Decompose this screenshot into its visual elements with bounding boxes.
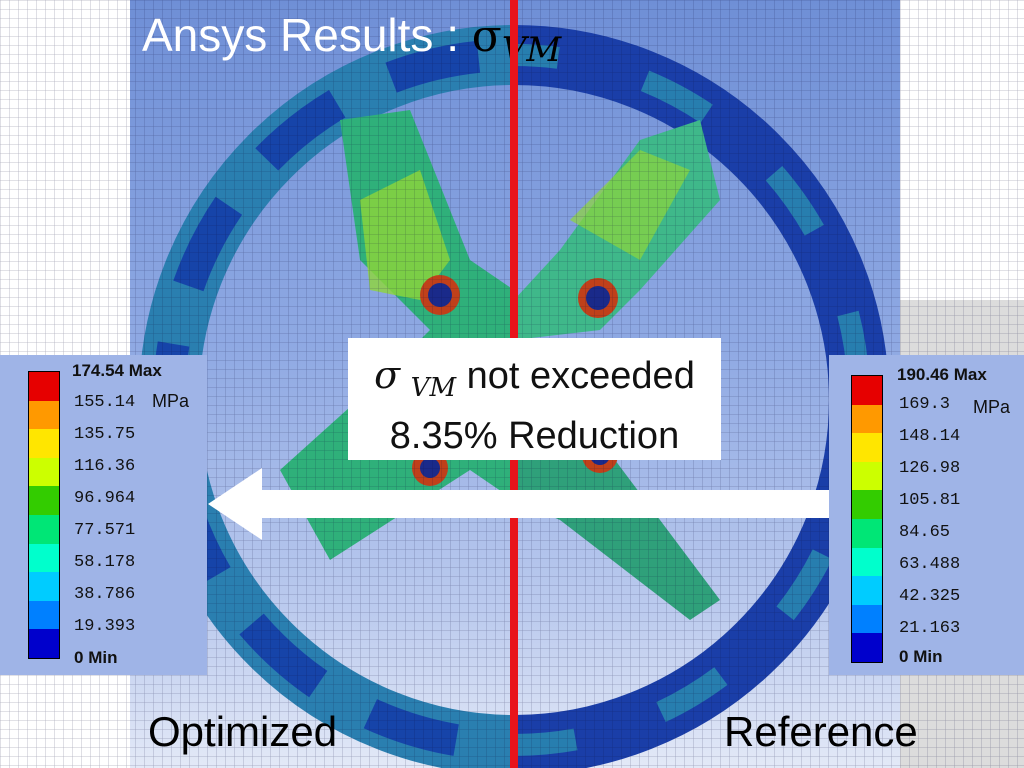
legend-max-word: Max: [953, 365, 987, 384]
legend-max-word: Max: [128, 361, 162, 380]
color-swatch: [29, 429, 59, 458]
callout-reduction-text: 8.35% Reduction: [389, 415, 680, 457]
callout-sigma-symbol: σ: [374, 353, 401, 397]
color-swatch: [852, 433, 882, 462]
legend-tick: 19.393: [74, 617, 136, 636]
title-text: Ansys Results :: [142, 9, 472, 61]
color-swatch: [852, 547, 882, 577]
callout-subscript: VM: [410, 373, 457, 403]
callout-not-exceeded-text: not exceeded: [456, 355, 695, 397]
color-swatch: [852, 490, 882, 519]
legend-tick: 42.325: [899, 587, 961, 606]
color-swatch: [852, 518, 882, 548]
callout-line-1: σ VM not exceeded: [348, 352, 721, 411]
color-swatch: [852, 376, 882, 405]
legend-max-row: 190.46 Max: [897, 365, 987, 385]
reference-label: Reference: [724, 708, 918, 755]
legend-tick: 21.163: [899, 619, 961, 638]
legend-reference: 190.46 Max MPa 169.3 148.14 126.98 105.8…: [829, 355, 1024, 675]
legend-max-value: 190.46: [897, 365, 949, 384]
color-swatch: [29, 514, 59, 544]
color-swatch: [852, 576, 882, 605]
legend-tick: 135.75: [74, 425, 136, 444]
optimized-label: Optimized: [148, 708, 338, 755]
color-swatch: [29, 543, 59, 573]
legend-unit: MPa: [152, 391, 190, 411]
legend-tick: 38.786: [74, 585, 136, 604]
legend-tick: 63.488: [899, 555, 961, 574]
title-sigma-symbol: σ: [471, 11, 502, 62]
legend-min-row: 0 Min: [74, 648, 117, 668]
legend-color-bar: [28, 371, 60, 659]
legend-max-value: 174.54: [72, 361, 124, 380]
color-swatch: [29, 600, 59, 630]
color-swatch: [852, 604, 882, 634]
legend-optimized: 174.54 Max MPa 155.14 135.75 116.36 96.9…: [0, 355, 207, 675]
legend-tick: 126.98: [899, 459, 961, 478]
legend-color-bar: [851, 375, 883, 663]
reduction-callout: σ VM not exceeded 8.35% Reduction: [348, 338, 721, 460]
legend-tick: 96.964: [74, 489, 136, 508]
legend-unit: MPa: [973, 397, 1011, 417]
legend-tick: 84.65: [899, 523, 951, 542]
legend-min-value: 0: [74, 648, 84, 667]
legend-tick: 116.36: [74, 457, 136, 476]
color-swatch: [29, 629, 59, 658]
color-swatch: [29, 572, 59, 601]
legend-tick: 58.178: [74, 553, 136, 572]
color-swatch: [29, 372, 59, 401]
color-swatch: [852, 461, 882, 491]
color-swatch: [852, 633, 882, 662]
legend-min-word: Min: [913, 647, 943, 666]
color-swatch: [29, 400, 59, 430]
legend-tick: 169.3: [899, 395, 951, 414]
color-swatch: [852, 404, 882, 434]
color-swatch: [29, 486, 59, 515]
legend-min-word: Min: [88, 648, 118, 667]
legend-tick: 105.81: [899, 491, 961, 510]
legend-tick: 77.571: [74, 521, 136, 540]
legend-tick: 148.14: [899, 427, 961, 446]
legend-tick: 155.14: [74, 393, 136, 412]
color-swatch: [29, 457, 59, 487]
legend-min-row: 0 Min: [899, 647, 942, 667]
legend-max-row: 174.54 Max: [72, 361, 162, 381]
legend-min-value: 0: [899, 647, 909, 666]
